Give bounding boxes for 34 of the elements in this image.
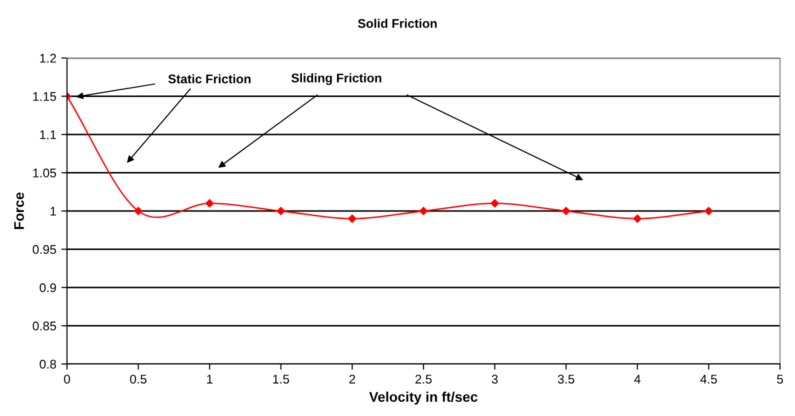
chart-title: Solid Friction [358, 18, 437, 28]
point [348, 214, 356, 223]
x-tick-label: 0 [64, 374, 70, 384]
annotation: Sliding Friction [291, 73, 382, 85]
x-tick-label: 5 [777, 374, 783, 384]
x-tick-label: 0.5 [130, 374, 146, 384]
point [704, 206, 713, 216]
y-tick-label: 1.05 [33, 168, 56, 178]
x-tick-label: 2.5 [415, 374, 432, 384]
point [276, 206, 286, 216]
point [633, 214, 642, 223]
x-tick-label: 4 [634, 374, 641, 384]
y-tick-label: 0.85 [32, 322, 56, 330]
x-tick-label: 3.5 [558, 374, 574, 384]
y-tick-label: 0.8 [40, 360, 56, 369]
annotation: Static Friction [168, 74, 250, 84]
x-tick-label: 3 [492, 374, 498, 384]
y-tick-label: 1.15 [33, 92, 56, 101]
y-tick-label: 1 [50, 206, 56, 216]
y-tick-label: 1.2 [40, 54, 56, 63]
point [205, 199, 214, 208]
y-tick-label: 0.95 [32, 245, 56, 254]
point [562, 206, 570, 216]
y-tick-label: 0.9 [40, 283, 56, 292]
point [490, 199, 499, 208]
x-tick-label: 2 [349, 374, 356, 384]
y-tick-label: 1.1 [40, 130, 56, 140]
x-tick-label: 4.5 [700, 374, 717, 384]
y-axis-title: Force [14, 192, 24, 229]
x-axis-title: Velocity in ft/sec [369, 392, 478, 405]
x-tick-label: 1.5 [273, 374, 290, 384]
point [134, 206, 142, 216]
point [419, 206, 428, 216]
x-tick-label: 1 [207, 374, 212, 384]
